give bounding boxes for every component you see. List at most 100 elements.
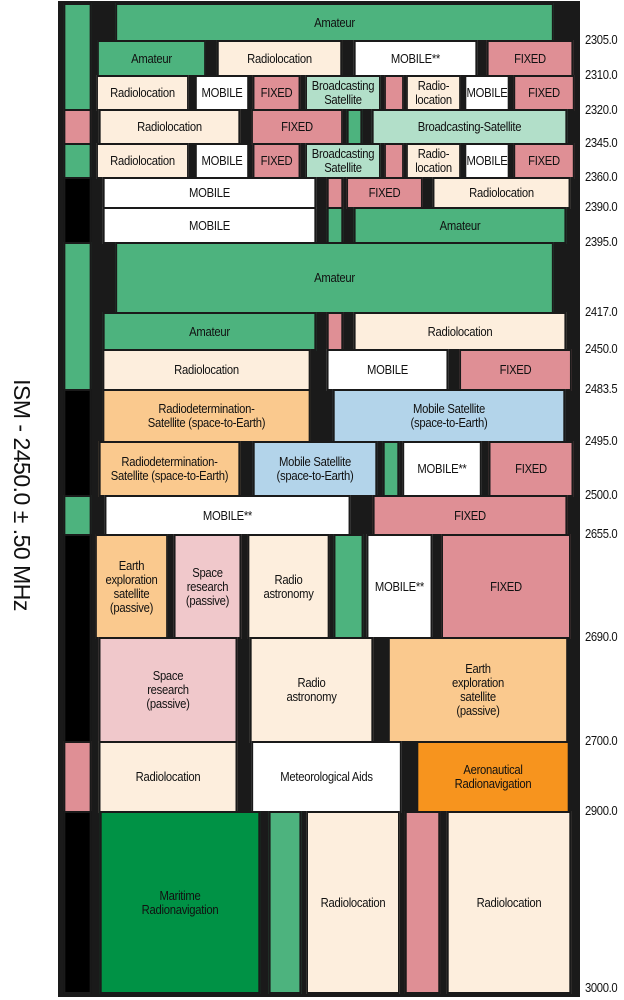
- allocation-label: MOBILE: [201, 154, 243, 168]
- allocation-strip: [326, 177, 344, 209]
- allocation-label: Mobile Satellite (space-to-Earth): [410, 402, 488, 430]
- allocation-label: Amateur: [189, 324, 230, 339]
- allocation-cell: Radiolocation: [96, 75, 189, 111]
- frequency-label: 2450.0: [585, 342, 618, 356]
- allocation-cell: Radiolocation: [216, 40, 343, 77]
- allocation-label: FIXED: [499, 363, 532, 377]
- allocation-label: Radiolocation: [174, 363, 239, 377]
- allocation-strip: [63, 389, 92, 497]
- allocation-cell: Radiodetermination- Satellite (space-to-…: [102, 389, 311, 443]
- allocation-label: Earth exploration satellite (passive): [451, 662, 505, 718]
- allocation-strip: [404, 811, 441, 994]
- allocation-strip: [63, 177, 92, 244]
- allocation-cell: Amateur: [115, 242, 554, 314]
- allocation-cell: MOBILE: [102, 177, 317, 209]
- allocation-strip: [63, 741, 92, 813]
- allocation-cell: Radiolocation: [446, 811, 572, 994]
- allocation-cell: Amateur: [102, 312, 317, 351]
- allocation-strip: [268, 811, 302, 994]
- allocation-strip: [63, 109, 92, 145]
- allocation-label: FIXED: [528, 86, 560, 100]
- allocation-cell: Broadcasting Satellite: [305, 143, 381, 179]
- frequency-label: 2345.0: [585, 136, 618, 150]
- allocation-label: Radiodetermination- Satellite (space-to-…: [110, 455, 229, 483]
- allocation-cell: MOBILE: [464, 75, 510, 111]
- allocation-cell: Aeronautical Radionavigation: [416, 741, 570, 813]
- allocation-label: Amateur: [439, 218, 481, 233]
- allocation-cell: MOBILE: [195, 143, 249, 179]
- allocation-cell: Radio- location: [406, 143, 461, 179]
- allocation-cell: Radio astronomy: [247, 534, 330, 639]
- allocation-cell: Amateur: [353, 207, 567, 244]
- allocation-label: MOBILE: [466, 86, 508, 100]
- allocation-cell: MOBILE**: [353, 40, 478, 77]
- allocation-label: MOBILE: [189, 218, 230, 233]
- allocation-cell: Radio astronomy: [249, 637, 374, 743]
- allocation-strip: [384, 143, 404, 179]
- allocation-label: Broadcasting Satellite: [311, 79, 375, 107]
- frequency-label: 3000.0: [585, 981, 618, 995]
- allocation-cell: Radiolocation: [353, 312, 567, 351]
- allocation-cell: Broadcasting-Satellite: [371, 109, 568, 145]
- allocation-cell: Radiolocation: [102, 349, 311, 391]
- allocation-label: MOBILE**: [202, 508, 253, 523]
- allocation-cell: MOBILE**: [402, 441, 482, 497]
- frequency-label: 2310.0: [585, 68, 618, 82]
- allocation-label: Mobile Satellite (space-to-Earth): [276, 455, 354, 483]
- allocation-label: MOBILE: [201, 86, 243, 100]
- allocation-cell: FIXED: [513, 143, 575, 179]
- allocation-label: MOBILE**: [417, 462, 467, 476]
- allocation-cell: Radiolocation: [306, 811, 400, 994]
- allocation-cell: Radiolocation: [98, 109, 241, 145]
- frequency-label: 2500.0: [585, 488, 618, 502]
- allocation-strip: [326, 312, 344, 351]
- allocation-label: FIXED: [515, 462, 547, 476]
- allocation-label: MOBILE**: [374, 579, 425, 594]
- allocation-label: Amateur: [314, 15, 355, 30]
- ism-band-label: ISM - 2450.0 ± .50 MHz: [9, 379, 35, 611]
- allocation-strip: [63, 534, 92, 743]
- allocation-strip: [63, 143, 92, 179]
- allocation-label: FIXED: [368, 186, 401, 200]
- allocation-label: FIXED: [528, 154, 560, 168]
- allocation-label: Radiodetermination- Satellite (space-to-…: [147, 402, 266, 430]
- allocation-cell: FIXED: [486, 40, 574, 77]
- allocation-cell: Space research (passive): [173, 534, 242, 639]
- allocation-cell: Space research (passive): [98, 637, 238, 743]
- allocation-strip: [63, 495, 92, 536]
- allocation-label: Radiolocation: [135, 770, 201, 784]
- allocation-cell: Broadcasting Satellite: [305, 75, 381, 111]
- allocation-cell: Earth exploration satellite (passive): [388, 637, 568, 743]
- allocation-cell: FIXED: [346, 177, 423, 209]
- allocation-cell: Radiolocation: [98, 741, 238, 813]
- frequency-label: 2360.0: [585, 170, 618, 184]
- allocation-label: Aeronautical Radionavigation: [454, 763, 532, 791]
- allocation-label: Radio- location: [415, 79, 452, 107]
- allocation-cell: FIXED: [488, 441, 574, 497]
- frequency-label: 2417.0: [585, 305, 618, 319]
- allocation-cell: MOBILE: [464, 143, 510, 179]
- allocation-strip: [333, 534, 364, 639]
- allocation-label: FIXED: [454, 508, 486, 523]
- allocation-label: Maritime Radionavigation: [141, 888, 219, 917]
- frequency-label: 2483.5: [585, 382, 618, 396]
- allocation-cell: MOBILE: [195, 75, 249, 111]
- allocation-label: FIXED: [514, 51, 546, 66]
- allocation-cell: Mobile Satellite (space-to-Earth): [332, 389, 566, 443]
- allocation-cell: FIXED: [513, 75, 575, 111]
- allocation-strip: [382, 441, 400, 497]
- allocation-cell: FIXED: [459, 349, 572, 391]
- allocation-cell: MOBILE: [102, 207, 317, 244]
- allocation-cell: Maritime Radionavigation: [99, 811, 261, 994]
- allocation-label: Broadcasting Satellite: [311, 147, 375, 175]
- frequency-label: 2655.0: [585, 527, 618, 541]
- allocation-strip: [346, 109, 363, 145]
- allocation-label: Radiolocation: [320, 895, 386, 910]
- frequency-label: 2395.0: [585, 235, 618, 249]
- allocation-cell: Amateur: [97, 40, 206, 77]
- allocation-cell: Meteorological Aids: [251, 741, 402, 813]
- allocation-cell: FIXED: [252, 75, 301, 111]
- frequency-label: 2690.0: [585, 630, 618, 644]
- allocation-cell: MOBILE**: [366, 534, 433, 639]
